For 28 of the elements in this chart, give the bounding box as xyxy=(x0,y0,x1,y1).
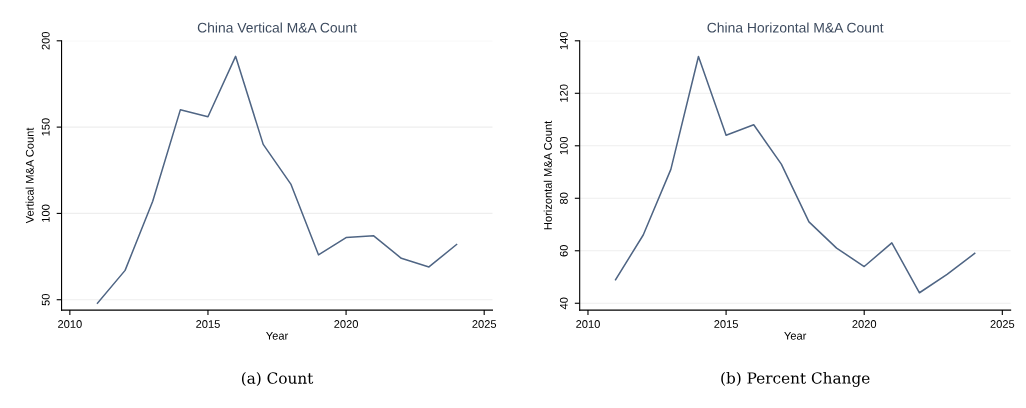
x-axis-title: Year xyxy=(266,331,289,340)
chart-title: China Horizontal M&A Count xyxy=(707,22,884,33)
x-tick-label: 2010 xyxy=(576,320,600,328)
text: (a) Count xyxy=(241,372,314,387)
text: (b) Percent Change xyxy=(721,371,870,387)
x-tick-label: 2020 xyxy=(334,320,358,328)
chart-title: China Vertical M&A Count xyxy=(197,22,357,33)
y-tick-label: 80 xyxy=(559,192,568,204)
y-tick-label: 200 xyxy=(41,31,50,50)
y-axis-title: Vertical M&A Count xyxy=(25,127,34,224)
x-tick-label: 2025 xyxy=(472,320,497,328)
line-series xyxy=(614,55,976,294)
y-tick-label: 140 xyxy=(559,31,568,50)
line-series xyxy=(96,55,458,304)
y-tick-label: 60 xyxy=(559,245,568,257)
y-tick-label: 120 xyxy=(559,84,568,102)
y-tick-label: 150 xyxy=(41,118,50,136)
y-axis-title: Horizontal M&A Count xyxy=(543,120,552,230)
x-tick-label: 2020 xyxy=(852,320,877,328)
y-tick-label: 50 xyxy=(41,293,50,306)
y-tick-label: 100 xyxy=(559,136,568,155)
y-tick-label: 40 xyxy=(559,297,568,310)
y-tick-label: 100 xyxy=(41,204,50,222)
x-tick-label: 2025 xyxy=(990,320,1015,328)
x-tick-label: 2015 xyxy=(196,320,220,328)
x-tick-label: 2010 xyxy=(58,320,82,328)
x-axis-title: Year xyxy=(784,331,807,340)
x-tick-label: 2015 xyxy=(714,320,738,328)
